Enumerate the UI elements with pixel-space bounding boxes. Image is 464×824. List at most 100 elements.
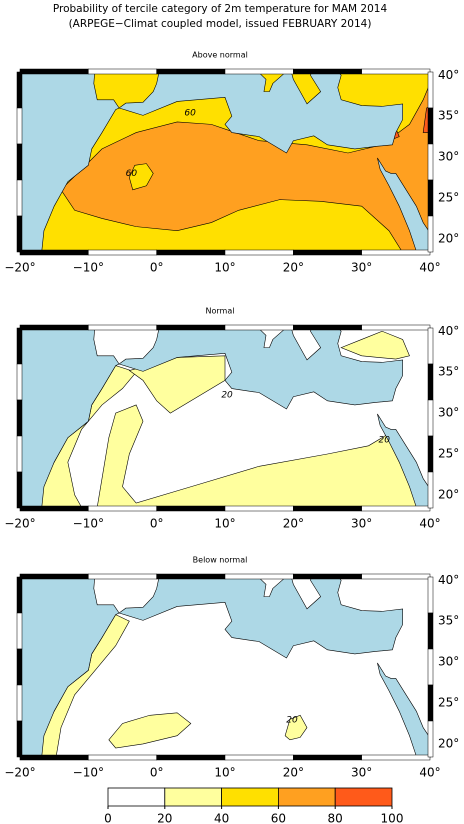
lon-label: −20° [4, 261, 35, 275]
lon-label: −10° [73, 261, 104, 275]
colorbar-box [164, 787, 223, 807]
colorbar-label: 100 [381, 812, 404, 824]
lon-label: −10° [73, 517, 104, 531]
lat-label: 25° [438, 447, 459, 461]
frame-bar [19, 324, 89, 331]
frame-bar [16, 327, 23, 365]
sea [377, 662, 430, 757]
frame-bar [427, 107, 434, 145]
frame-bar [16, 215, 23, 253]
colorbar-label: 60 [271, 812, 286, 824]
frame-bar [156, 249, 226, 256]
probability-region [108, 712, 192, 749]
colorbar-label: 40 [214, 812, 229, 824]
colorbar-box [334, 787, 393, 807]
lon-label: 40° [419, 766, 440, 780]
frame-bar [88, 505, 157, 512]
frame-bar [88, 249, 157, 256]
frame-bar [293, 754, 362, 761]
sea [377, 157, 430, 252]
frame-bar [88, 754, 157, 761]
frame-bar [427, 399, 434, 437]
lon-label: 20° [283, 766, 304, 780]
sea [20, 72, 120, 252]
contour-label: 20 [221, 391, 233, 401]
lat-label: 40° [438, 68, 459, 82]
probability-region [60, 82, 430, 252]
frame-bar [427, 327, 434, 365]
frame-bar [427, 71, 434, 109]
lon-label: 30° [351, 261, 372, 275]
frame-bar [361, 324, 431, 331]
frame-bar [16, 143, 23, 181]
frame-bar [156, 68, 226, 75]
contour-label: 20 [378, 436, 390, 446]
lon-label: −20° [4, 517, 35, 531]
frame-bar [224, 505, 294, 512]
map-body [20, 72, 430, 252]
contour-label: 60 [126, 169, 138, 179]
frame-bar [427, 684, 434, 722]
frame-bar [427, 720, 434, 758]
frame-bar [88, 573, 157, 580]
colorbar-box [221, 787, 279, 807]
lon-label: 20° [283, 517, 304, 531]
frame-bar [16, 107, 23, 145]
frame-bar [16, 471, 23, 509]
frame-bar [427, 648, 434, 686]
lon-label: 10° [214, 766, 235, 780]
lat-label: 30° [438, 655, 459, 669]
lon-label: 40° [419, 517, 440, 531]
frame-bar [293, 573, 362, 580]
probability-region [129, 163, 154, 191]
lat-label: 25° [438, 191, 459, 205]
lon-label: 40° [419, 261, 440, 275]
frame-bar [16, 71, 23, 109]
frame-bar [427, 435, 434, 473]
frame-bar [224, 573, 294, 580]
lat-label: 35° [438, 365, 459, 379]
frame-bar [293, 68, 362, 75]
lon-label: 10° [214, 517, 235, 531]
frame-bar [16, 576, 23, 614]
frame-bar [16, 612, 23, 650]
frame-bar [361, 754, 431, 761]
contour-label: 20 [286, 716, 298, 726]
lon-label: −10° [73, 766, 104, 780]
probability-region [340, 330, 410, 360]
frame-bar [156, 324, 226, 331]
frame-bar [16, 648, 23, 686]
sea [377, 413, 430, 508]
colorbar-box [277, 787, 336, 807]
frame-bar [293, 505, 362, 512]
lat-label: 30° [438, 150, 459, 164]
lon-label: 30° [351, 766, 372, 780]
frame-bar [19, 505, 89, 512]
sea [20, 328, 120, 508]
frame-bar [16, 435, 23, 473]
map-body [20, 577, 430, 757]
lat-label: 20° [438, 487, 459, 501]
sea [20, 577, 120, 757]
lat-label: 25° [438, 696, 459, 710]
frame-bar [427, 179, 434, 217]
frame-bar [16, 399, 23, 437]
frame-bar [88, 324, 157, 331]
panel-title: Below normal [193, 556, 248, 565]
frame-bar [224, 249, 294, 256]
frame-bar [361, 573, 431, 580]
lon-label: 0° [150, 261, 164, 275]
frame-bar [156, 573, 226, 580]
title-line: Probability of tercile category of 2m te… [53, 3, 388, 15]
colorbar-box [107, 787, 166, 807]
frame-bar [427, 363, 434, 401]
map-panel: Below normal −20° −10° 0° 10° 20° 30° 40° 20° 25°… [4, 556, 459, 780]
colorbar: 0 20 40 60 80 100 [104, 787, 404, 824]
frame-bar [156, 505, 226, 512]
frame-bar [427, 143, 434, 181]
lat-label: 20° [438, 231, 459, 245]
subtitle-line: (ARPEGE−Climat coupled model, issued FEB… [69, 18, 372, 30]
frame-bar [16, 720, 23, 758]
map-panel: Above normal −20° −10° 0° 10° 20° 30° 40° 20° 25°… [4, 51, 459, 275]
